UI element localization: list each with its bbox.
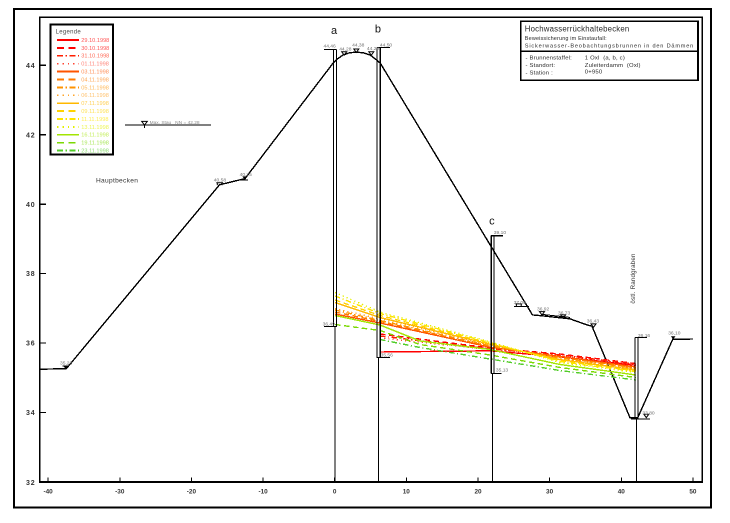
svg-text:östl. Randgraben: östl. Randgraben <box>630 253 637 304</box>
svg-text:0+950: 0+950 <box>585 70 603 76</box>
svg-text:29.10.1998: 29.10.1998 <box>81 38 109 44</box>
svg-text:36,10: 36,10 <box>668 330 681 336</box>
svg-text:Zuleiterdamm (Oxl): Zuleiterdamm (Oxl) <box>585 63 641 69</box>
svg-text:35,28: 35,28 <box>60 360 73 366</box>
svg-text:01.11.1998: 01.11.1998 <box>81 62 109 68</box>
svg-text:10: 10 <box>403 489 411 496</box>
svg-text:06.11.1998: 06.11.1998 <box>81 93 109 99</box>
svg-text:- Brunnenstaffel:: - Brunnenstaffel: <box>526 55 573 61</box>
svg-text:36: 36 <box>26 341 36 348</box>
svg-text:39,10: 39,10 <box>494 230 507 236</box>
svg-text:36,73: 36,73 <box>558 310 571 316</box>
svg-text:07.11.1998: 07.11.1998 <box>81 101 109 107</box>
svg-text:Hauptbecken: Hauptbecken <box>96 177 138 184</box>
svg-text:04.11.1998: 04.11.1998 <box>81 77 109 83</box>
svg-text:44,28: 44,28 <box>339 47 352 53</box>
svg-text:30: 30 <box>546 489 554 496</box>
svg-text:44,38: 44,38 <box>352 43 365 49</box>
svg-text:44: 44 <box>26 63 36 70</box>
svg-text:36,92: 36,92 <box>537 307 550 313</box>
svg-text:16.11.1998: 16.11.1998 <box>81 133 109 139</box>
svg-text:a: a <box>331 25 338 37</box>
svg-text:1 Oxl (a, b, c): 1 Oxl (a, b, c) <box>585 55 625 61</box>
svg-text:- Standort:: - Standort: <box>526 63 556 69</box>
svg-text:-20: -20 <box>187 489 197 496</box>
svg-text:40: 40 <box>618 489 626 496</box>
svg-text:50: 50 <box>689 489 697 496</box>
svg-text:Beweissicherung im Einstaufall: Beweissicherung im Einstaufall: <box>525 36 607 42</box>
svg-text:- Station :: - Station : <box>526 70 554 76</box>
svg-text:34: 34 <box>26 410 36 417</box>
svg-text:-10: -10 <box>258 489 268 496</box>
svg-text:Sickerwasser-Beobachtungsbrunn: Sickerwasser-Beobachtungsbrunnen in den … <box>525 43 694 49</box>
svg-text:32: 32 <box>26 480 36 487</box>
svg-text:44,50: 44,50 <box>380 42 393 48</box>
svg-text:20: 20 <box>474 489 482 496</box>
svg-text:Max. Stau NN = 42.28: Max. Stau NN = 42.28 <box>150 120 200 126</box>
svg-text:b: b <box>375 23 381 35</box>
svg-text:40,75: 40,75 <box>240 172 253 178</box>
svg-text:35,56: 35,56 <box>381 353 394 359</box>
svg-text:05.11.1998: 05.11.1998 <box>81 85 109 91</box>
svg-text:37,06: 37,06 <box>514 300 527 306</box>
svg-text:33,80: 33,80 <box>642 410 655 416</box>
svg-text:31.10.1998: 31.10.1998 <box>81 54 109 60</box>
svg-text:09.11.1998: 09.11.1998 <box>81 109 109 115</box>
svg-text:Legende: Legende <box>56 29 82 35</box>
svg-text:36,49: 36,49 <box>323 321 336 327</box>
svg-text:44,46: 44,46 <box>324 44 337 50</box>
svg-text:-30: -30 <box>115 489 125 496</box>
svg-text:40: 40 <box>26 202 36 209</box>
svg-text:38: 38 <box>26 271 36 278</box>
svg-text:36,16: 36,16 <box>638 333 651 339</box>
svg-text:-40: -40 <box>43 489 53 496</box>
svg-text:13.11.1998: 13.11.1998 <box>81 125 109 131</box>
svg-text:42: 42 <box>26 132 36 139</box>
svg-text:c: c <box>489 215 495 227</box>
svg-text:44,29: 44,29 <box>367 46 380 52</box>
svg-text:03.11.1998: 03.11.1998 <box>81 70 109 76</box>
svg-text:35,13: 35,13 <box>496 368 509 374</box>
svg-text:11.11.1998: 11.11.1998 <box>81 117 108 123</box>
svg-text:36,43: 36,43 <box>587 319 600 325</box>
svg-text:0: 0 <box>333 489 337 496</box>
svg-text:Hochwasserrückhaltebecken: Hochwasserrückhaltebecken <box>525 25 630 34</box>
svg-text:23.11.1998: 23.11.1998 <box>81 149 109 155</box>
svg-text:30.10.1998: 30.10.1998 <box>81 46 109 52</box>
svg-text:40,58: 40,58 <box>214 178 227 184</box>
svg-text:19.11.1998: 19.11.1998 <box>81 141 109 147</box>
